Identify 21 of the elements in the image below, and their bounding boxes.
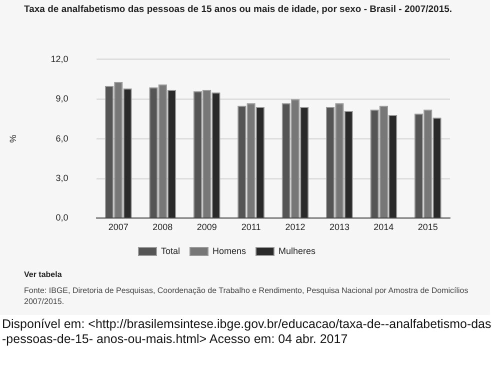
legend-label: Homens xyxy=(212,246,247,256)
legend-label: Mulheres xyxy=(278,246,316,256)
x-tick-label: 2013 xyxy=(329,222,350,232)
x-tick-label: 2014 xyxy=(374,222,394,232)
text: Ver tabela xyxy=(0,266,490,285)
chart-title: Taxa de analfabetismo das pessoas de 15 anos ou mais de idade, por sexo - Brasil - 2007/2015. xyxy=(23,4,454,17)
legend-label: Total xyxy=(160,246,180,256)
y-tick-label: 0,0 xyxy=(56,212,68,223)
x-tick-label: 2011 xyxy=(241,222,261,232)
x-tick-label: 2007 xyxy=(108,222,128,232)
text: Disponível em: <http://brasilemsintese.ibge.gov.br/educacao/taxa-de--analfabetismo-das-pessoas-de-15- anos-ou-mais.html> Acesso em: 04 abr. 2017 xyxy=(1,316,492,347)
source-note: Fonte: IBGE, Diretoria de Pesquisas, Coordenação de Trabalho e Rendimento, Pesquisa Nacional por Amostra de Domicílios 2007/2015. xyxy=(0,285,490,315)
y-tick-label: 12,0 xyxy=(50,54,68,64)
x-tick-label: 2009 xyxy=(196,222,217,232)
y-axis-title: % xyxy=(8,134,18,143)
y-tick-label: 3,0 xyxy=(56,172,68,183)
x-tick-label: 2008 xyxy=(152,222,173,232)
y-tick-label: 6,0 xyxy=(56,133,68,144)
y-tick-label: 9,0 xyxy=(56,94,68,104)
x-tick-label: 2012 xyxy=(285,222,306,232)
x-tick-label: 2015 xyxy=(418,222,438,232)
